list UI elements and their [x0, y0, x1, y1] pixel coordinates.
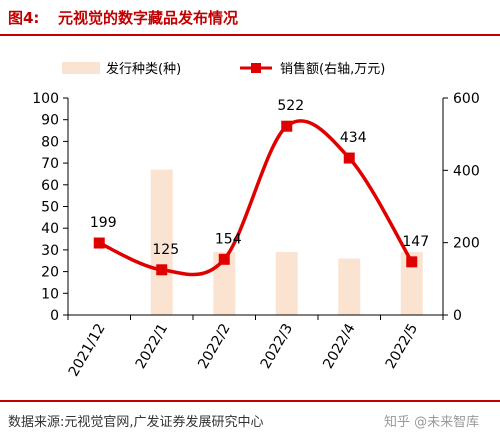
bar-2022/3: [275, 252, 298, 315]
sales-marker-2022/2: [218, 253, 230, 265]
x-tick-2021/12: 2021/12: [66, 321, 109, 379]
figure-header: 图4: 元视觉的数字藏品发布情况: [0, 0, 500, 36]
sales-marker-2022/1: [156, 264, 168, 276]
x-tick-2022/3: 2022/3: [258, 321, 296, 372]
y-left-tick-30: 30: [41, 243, 59, 259]
y-left-tick-50: 50: [41, 200, 59, 216]
data-label-2022/2: 154: [215, 231, 242, 247]
y-left-tick-40: 40: [41, 221, 59, 237]
data-label-2022/4: 434: [340, 130, 367, 146]
x-tick-2022/5: 2022/5: [383, 321, 421, 372]
y-left-tick-70: 70: [41, 156, 59, 172]
legend-swatch-marker: [251, 63, 261, 73]
y-left-tick-20: 20: [41, 265, 59, 281]
legend: 发行种类(种) 销售额(右轴,万元): [62, 61, 385, 77]
sales-marker-2021/12: [93, 237, 105, 249]
y-right-tick-200: 200: [453, 236, 480, 252]
bar-2022/1: [150, 169, 173, 315]
y-left-tick-0: 0: [50, 308, 59, 324]
legend-label-line: 销售额(右轴,万元): [280, 61, 385, 77]
data-label-2022/3: 522: [277, 98, 304, 114]
y-left-tick-60: 60: [41, 178, 59, 194]
bar-2022/2: [213, 252, 236, 315]
watermark: 知乎 @未来智库: [384, 415, 480, 430]
sales-marker-2022/4: [343, 152, 355, 164]
y-left-tick-90: 90: [41, 113, 59, 129]
figure-label: 图4:: [8, 9, 40, 27]
y-right-tick-400: 400: [453, 163, 480, 179]
x-tick-2022/2: 2022/2: [195, 321, 233, 372]
legend-label-bar: 发行种类(种): [106, 61, 181, 77]
bar-2022/5: [400, 252, 423, 315]
y-left-tick-80: 80: [41, 134, 59, 150]
sales-marker-2022/3: [281, 120, 293, 132]
source-note: 数据来源:元视觉官网,广发证券发展研究中心: [8, 415, 264, 430]
data-label-2022/1: 125: [152, 242, 179, 258]
bar-series: [150, 169, 423, 315]
data-labels: 199 125 154 522 434 147: [90, 98, 429, 258]
figure-footer: 数据来源:元视觉官网,广发证券发展研究中心 知乎 @未来智库: [0, 400, 500, 438]
legend-swatch-bar: [62, 62, 100, 74]
y-right-tick-600: 600: [453, 91, 480, 107]
figure-title: 元视觉的数字藏品发布情况: [58, 9, 239, 27]
bar-2022/4: [338, 258, 361, 315]
sales-marker-2022/5: [406, 256, 418, 268]
data-label-2021/12: 199: [90, 215, 117, 231]
y-left-tick-10: 10: [41, 286, 59, 302]
chart: 发行种类(种) 销售额(右轴,万元) 0 10 20 30 40 50 60 70 80 90 100…: [32, 61, 480, 379]
x-tick-2022/1: 2022/1: [133, 321, 171, 372]
y-right-tick-0: 0: [453, 308, 462, 324]
line-series: [93, 119, 418, 277]
y-left-tick-100: 100: [32, 91, 59, 107]
data-label-2022/5: 147: [402, 234, 429, 250]
x-tick-2022/4: 2022/4: [320, 321, 359, 372]
